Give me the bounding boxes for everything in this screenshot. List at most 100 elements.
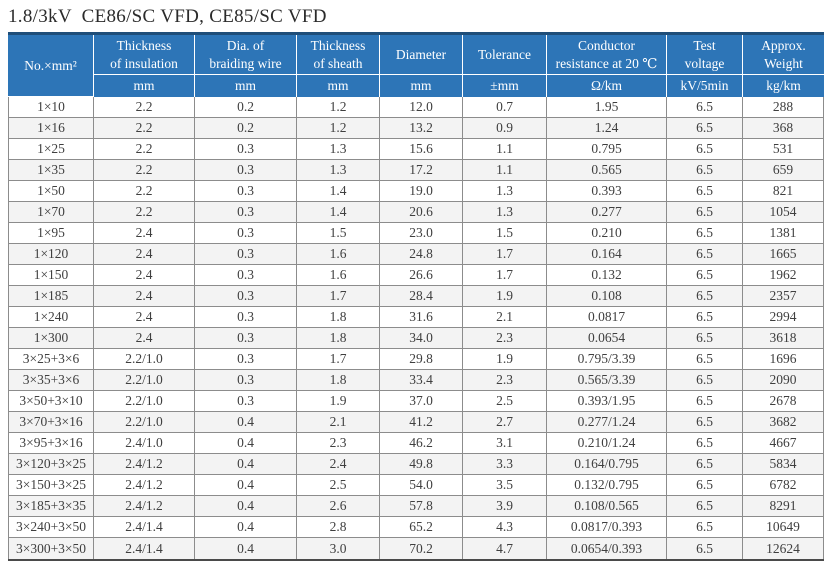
cell-value: 6.5 bbox=[667, 412, 743, 433]
cell-value: 659 bbox=[743, 160, 824, 181]
cell-value: 6.5 bbox=[667, 286, 743, 307]
cell-value: 2.4 bbox=[94, 265, 195, 286]
cell-value: 2994 bbox=[743, 307, 824, 328]
table-row: 3×120+3×25 2.4/1.2 0.4 2.4 49.8 3.3 0.164/0.79… bbox=[8, 454, 824, 475]
cell-value: 12624 bbox=[743, 538, 824, 559]
cell-value: 2.1 bbox=[463, 307, 547, 328]
cell-conductor-size: 3×120+3×25 bbox=[8, 454, 94, 475]
cell-value: 1.4 bbox=[297, 181, 380, 202]
cell-value: 0.108 bbox=[547, 286, 667, 307]
cell-value: 6.5 bbox=[667, 496, 743, 517]
cell-value: 0.3 bbox=[195, 160, 297, 181]
cell-conductor-size: 1×70 bbox=[8, 202, 94, 223]
table-row: 1×95 2.4 0.3 1.5 23.0 1.5 0.210 6.5 1381 bbox=[8, 223, 824, 244]
cell-value: 0.3 bbox=[195, 286, 297, 307]
cell-value: 1.9 bbox=[463, 349, 547, 370]
cell-value: 1.24 bbox=[547, 118, 667, 139]
table-row: 3×35+3×6 2.2/1.0 0.3 1.8 33.4 2.3 0.565/3.39 6.… bbox=[8, 370, 824, 391]
cell-value: 1696 bbox=[743, 349, 824, 370]
cell-value: 2.2 bbox=[94, 202, 195, 223]
table-row: 1×10 2.2 0.2 1.2 12.0 0.7 1.95 6.5 288 bbox=[8, 97, 824, 118]
col-header-approx-weight: Approx. Weight bbox=[743, 35, 824, 75]
cell-value: 1.7 bbox=[463, 265, 547, 286]
cell-value: 531 bbox=[743, 139, 824, 160]
cell-value: 2.4 bbox=[297, 454, 380, 475]
cell-value: 0.2 bbox=[195, 97, 297, 118]
cell-conductor-size: 1×16 bbox=[8, 118, 94, 139]
unit-tolerance: ±mm bbox=[463, 75, 547, 97]
cell-value: 2.6 bbox=[297, 496, 380, 517]
cell-value: 1.3 bbox=[463, 202, 547, 223]
cell-value: 5834 bbox=[743, 454, 824, 475]
cell-value: 37.0 bbox=[380, 391, 463, 412]
cell-value: 13.2 bbox=[380, 118, 463, 139]
cell-conductor-size: 1×95 bbox=[8, 223, 94, 244]
cell-value: 1.3 bbox=[297, 160, 380, 181]
cell-value: 2678 bbox=[743, 391, 824, 412]
cell-value: 368 bbox=[743, 118, 824, 139]
table-row: 1×150 2.4 0.3 1.6 26.6 1.7 0.132 6.5 1962 bbox=[8, 265, 824, 286]
cell-value: 0.795 bbox=[547, 139, 667, 160]
cell-value: 41.2 bbox=[380, 412, 463, 433]
unit-insulation-thickness: mm bbox=[94, 75, 195, 97]
table-row: 1×25 2.2 0.3 1.3 15.6 1.1 0.795 6.5 531 bbox=[8, 139, 824, 160]
cell-value: 6.5 bbox=[667, 433, 743, 454]
cell-value: 0.3 bbox=[195, 202, 297, 223]
cell-value: 31.6 bbox=[380, 307, 463, 328]
cell-value: 2090 bbox=[743, 370, 824, 391]
cell-value: 0.4 bbox=[195, 412, 297, 433]
table-row: 1×185 2.4 0.3 1.7 28.4 1.9 0.108 6.5 2357 bbox=[8, 286, 824, 307]
page-title: 1.8/3kV CE86/SC VFD, CE85/SC VFD bbox=[8, 6, 327, 27]
cell-value: 1.7 bbox=[297, 349, 380, 370]
cell-value: 1.9 bbox=[297, 391, 380, 412]
cell-value: 23.0 bbox=[380, 223, 463, 244]
cell-value: 1.5 bbox=[463, 223, 547, 244]
cell-value: 46.2 bbox=[380, 433, 463, 454]
cell-value: 0.3 bbox=[195, 244, 297, 265]
cell-value: 6782 bbox=[743, 475, 824, 496]
cell-value: 65.2 bbox=[380, 517, 463, 538]
cell-value: 821 bbox=[743, 181, 824, 202]
cell-value: 1.1 bbox=[463, 160, 547, 181]
table-body: 1×10 2.2 0.2 1.2 12.0 0.7 1.95 6.5 288 1×16 2.2 0.2… bbox=[8, 97, 824, 559]
cell-value: 6.5 bbox=[667, 475, 743, 496]
cell-conductor-size: 1×240 bbox=[8, 307, 94, 328]
cell-value: 288 bbox=[743, 97, 824, 118]
cell-conductor-size: 3×300+3×50 bbox=[8, 538, 94, 559]
unit-sheath-thickness: mm bbox=[297, 75, 380, 97]
cell-value: 0.9 bbox=[463, 118, 547, 139]
cell-value: 2.4 bbox=[94, 328, 195, 349]
cell-value: 0.277/1.24 bbox=[547, 412, 667, 433]
cell-value: 2.8 bbox=[297, 517, 380, 538]
cell-value: 10649 bbox=[743, 517, 824, 538]
cell-value: 0.4 bbox=[195, 433, 297, 454]
cell-value: 2.3 bbox=[297, 433, 380, 454]
cell-conductor-size: 3×95+3×16 bbox=[8, 433, 94, 454]
cell-conductor-size: 3×150+3×25 bbox=[8, 475, 94, 496]
cell-conductor-size: 1×25 bbox=[8, 139, 94, 160]
cell-value: 3.0 bbox=[297, 538, 380, 559]
cell-value: 1.6 bbox=[297, 265, 380, 286]
cell-value: 8291 bbox=[743, 496, 824, 517]
cell-conductor-size: 3×240+3×50 bbox=[8, 517, 94, 538]
cell-value: 0.4 bbox=[195, 517, 297, 538]
cell-value: 2.4 bbox=[94, 286, 195, 307]
cell-value: 3.1 bbox=[463, 433, 547, 454]
cell-value: 2.4 bbox=[94, 244, 195, 265]
cell-value: 6.5 bbox=[667, 307, 743, 328]
col-header-braiding-wire-dia: Dia. of braiding wire bbox=[195, 35, 297, 75]
cell-value: 2.4/1.0 bbox=[94, 433, 195, 454]
col-header-sheath-thickness: Thickness of sheath bbox=[297, 35, 380, 75]
cell-value: 70.2 bbox=[380, 538, 463, 559]
cell-value: 0.4 bbox=[195, 538, 297, 559]
cell-value: 2.4 bbox=[94, 223, 195, 244]
cell-value: 0.3 bbox=[195, 328, 297, 349]
cell-value: 2.4/1.4 bbox=[94, 517, 195, 538]
cell-value: 1.4 bbox=[297, 202, 380, 223]
cell-conductor-size: 1×50 bbox=[8, 181, 94, 202]
cell-value: 2.4/1.2 bbox=[94, 496, 195, 517]
cell-value: 0.3 bbox=[195, 349, 297, 370]
cell-value: 0.3 bbox=[195, 223, 297, 244]
cell-value: 49.8 bbox=[380, 454, 463, 475]
cell-value: 17.2 bbox=[380, 160, 463, 181]
